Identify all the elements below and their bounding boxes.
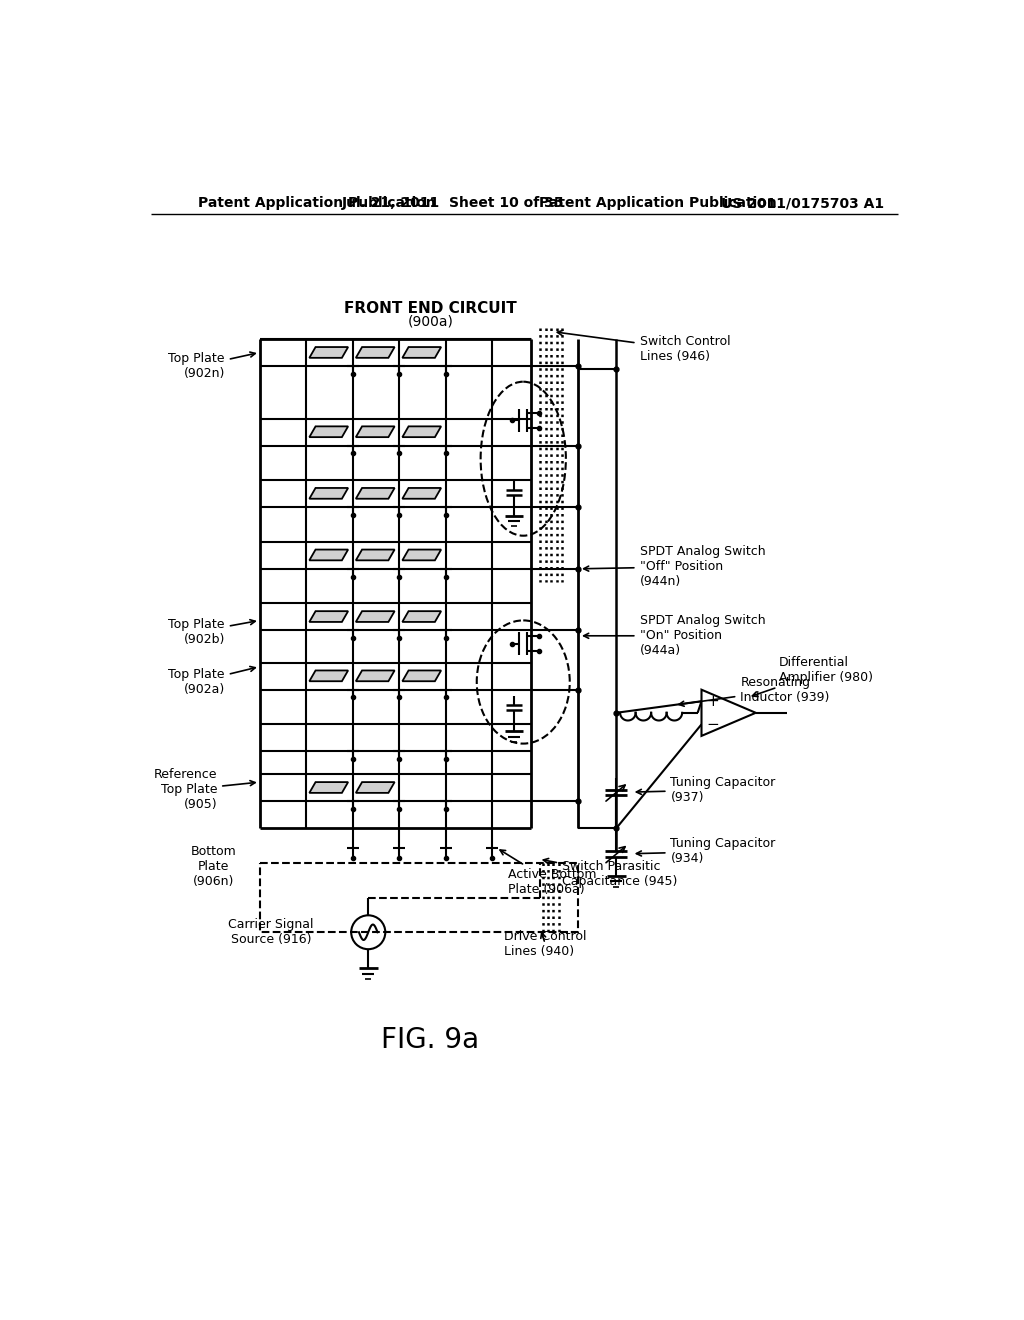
Polygon shape xyxy=(356,549,394,560)
Text: Patent Application Publication: Patent Application Publication xyxy=(539,197,776,210)
Polygon shape xyxy=(402,611,441,622)
Text: Reference
Top Plate
(905): Reference Top Plate (905) xyxy=(154,768,255,812)
Text: Drive Control
Lines (940): Drive Control Lines (940) xyxy=(504,929,587,958)
Polygon shape xyxy=(402,426,441,437)
Text: −: − xyxy=(707,717,720,731)
Polygon shape xyxy=(402,347,441,358)
Text: Switch Control
Lines (946): Switch Control Lines (946) xyxy=(557,330,730,363)
Polygon shape xyxy=(309,347,348,358)
Polygon shape xyxy=(309,426,348,437)
Polygon shape xyxy=(309,781,348,793)
Text: Switch Parasitic
Capacitance (945): Switch Parasitic Capacitance (945) xyxy=(544,858,677,888)
Polygon shape xyxy=(309,611,348,622)
Text: US 2011/0175703 A1: US 2011/0175703 A1 xyxy=(721,197,884,210)
Text: Differential
Amplifier (980): Differential Amplifier (980) xyxy=(753,656,873,697)
Text: Top Plate
(902n): Top Plate (902n) xyxy=(168,352,255,380)
Polygon shape xyxy=(356,671,394,681)
Text: +: + xyxy=(707,694,720,709)
Polygon shape xyxy=(356,488,394,499)
Text: Carrier Signal
Source (916): Carrier Signal Source (916) xyxy=(228,919,314,946)
Text: Resonating
Inductor (939): Resonating Inductor (939) xyxy=(679,676,829,706)
Text: Patent Application Publication: Patent Application Publication xyxy=(198,197,435,210)
Polygon shape xyxy=(309,671,348,681)
Text: SPDT Analog Switch
"Off" Position
(944n): SPDT Analog Switch "Off" Position (944n) xyxy=(584,545,765,587)
Text: Top Plate
(902a): Top Plate (902a) xyxy=(168,667,255,696)
Polygon shape xyxy=(402,671,441,681)
Text: Bottom
Plate
(906n): Bottom Plate (906n) xyxy=(190,845,237,888)
Text: Top Plate
(902b): Top Plate (902b) xyxy=(168,618,255,645)
Text: (900a): (900a) xyxy=(408,314,454,329)
Text: Tuning Capacitor
(937): Tuning Capacitor (937) xyxy=(636,776,776,804)
Polygon shape xyxy=(402,488,441,499)
Polygon shape xyxy=(356,347,394,358)
Text: SPDT Analog Switch
"On" Position
(944a): SPDT Analog Switch "On" Position (944a) xyxy=(584,614,765,657)
Polygon shape xyxy=(309,549,348,560)
Polygon shape xyxy=(402,549,441,560)
Bar xyxy=(260,863,578,932)
Text: Jul. 21, 2011  Sheet 10 of 35: Jul. 21, 2011 Sheet 10 of 35 xyxy=(342,197,565,210)
Polygon shape xyxy=(309,488,348,499)
Polygon shape xyxy=(701,689,756,737)
Text: FIG. 9a: FIG. 9a xyxy=(381,1026,479,1055)
Text: FRONT END CIRCUIT: FRONT END CIRCUIT xyxy=(344,301,517,315)
Text: Tuning Capacitor
(934): Tuning Capacitor (934) xyxy=(636,837,776,866)
Polygon shape xyxy=(356,426,394,437)
Polygon shape xyxy=(356,781,394,793)
Polygon shape xyxy=(356,611,394,622)
Text: Active Bottom
Plate (906a): Active Bottom Plate (906a) xyxy=(500,850,596,896)
